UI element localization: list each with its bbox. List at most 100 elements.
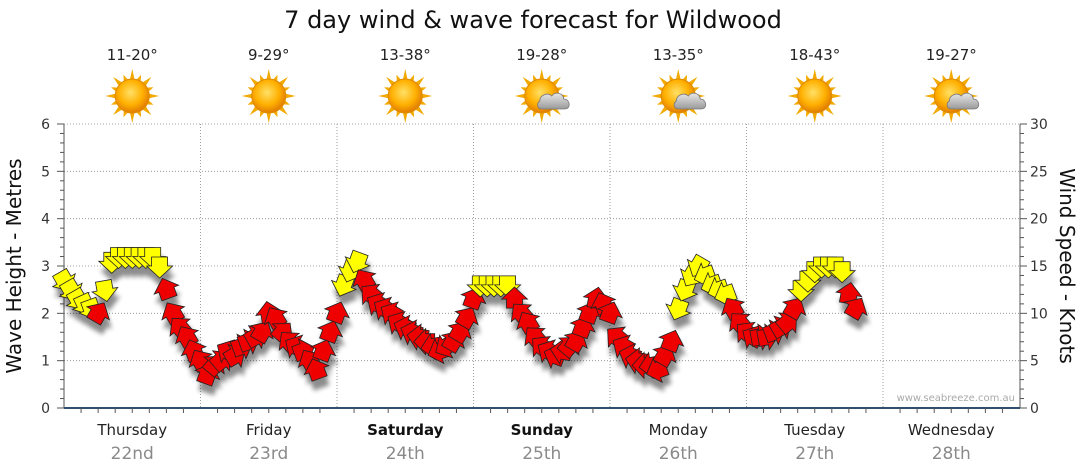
date-label: 22nd: [111, 444, 154, 464]
wind-arrow: [658, 329, 685, 354]
day-label: Saturday: [367, 421, 444, 439]
temperature-range: 18-43°: [789, 46, 840, 64]
sun-cloud-icon: [924, 69, 980, 123]
axes: 0 1 2 3 4 5 6 0 5 10 15 20 25 30 Thursday 22nd Friday 23r…: [41, 117, 1048, 464]
day-label: Sunday: [511, 421, 574, 439]
day-label: Thursday: [96, 421, 167, 439]
sun-icon: [105, 69, 160, 123]
sun-disc: [251, 78, 287, 114]
date-label: 24th: [386, 444, 425, 464]
sun-ray: [266, 111, 272, 123]
cloud-shape: [673, 92, 707, 110]
wind-arrow: [145, 256, 174, 279]
y-left-tick-label: 1: [41, 354, 50, 370]
sun-ray: [402, 111, 408, 123]
sun-ray: [421, 93, 433, 99]
temperature-range: 19-28°: [516, 46, 567, 64]
sun-ray: [924, 93, 936, 99]
sun-icon: [378, 69, 433, 123]
wind-arrow: [309, 339, 337, 363]
date-label: 26th: [659, 444, 698, 464]
date-label: 28th: [932, 444, 971, 464]
sun-ray: [148, 93, 160, 99]
y-left-tick-label: 5: [41, 164, 50, 180]
credit-text: www.seabreeze.com.au: [897, 393, 1015, 404]
sun-icon: [787, 69, 842, 123]
sun-disc: [387, 78, 423, 114]
sun-cloud-icon: [514, 69, 570, 123]
chart-title: 7 day wind & wave forecast for Wildwood: [284, 6, 782, 34]
sun-ray: [284, 93, 296, 99]
sun-ray: [830, 93, 842, 99]
wind-arrow: [774, 312, 798, 336]
wind-arrow: [828, 261, 857, 284]
wind-arrow: [454, 307, 479, 331]
y-left-tick-label: 4: [41, 212, 50, 228]
wind-arrow: [344, 249, 371, 274]
date-label: 27th: [795, 444, 834, 464]
y-right-tick-label: 0: [1030, 401, 1039, 417]
wind-arrow: [153, 277, 180, 302]
wind-arrow: [249, 321, 274, 345]
sun-icon: [241, 69, 296, 123]
date-label: 25th: [522, 444, 561, 464]
sun-ray: [129, 111, 135, 123]
temperature-range: 19-27°: [926, 46, 977, 64]
temperature-range: 9-29°: [248, 46, 290, 64]
sun-ray: [812, 69, 818, 81]
sun-ray: [675, 69, 681, 81]
sun-ray: [241, 93, 253, 99]
wind-arrow: [596, 301, 624, 326]
day-label: Tuesday: [783, 421, 845, 439]
sun-ray: [787, 93, 799, 99]
wind-arrow: [781, 297, 807, 321]
sun-ray: [266, 69, 272, 81]
sun-ray: [105, 93, 117, 99]
sun-ray: [651, 93, 663, 99]
day-label: Wednesday: [908, 421, 995, 439]
sun-ray: [539, 111, 545, 123]
y-axis-left-label: Wave Height - Metres: [2, 158, 26, 373]
wind-arrow: [91, 278, 119, 303]
day-label: Monday: [649, 421, 708, 439]
sun-ray: [378, 93, 390, 99]
wind-arrow: [303, 358, 330, 382]
sun-ray: [129, 69, 135, 81]
y-right-tick-label: 30: [1030, 117, 1048, 133]
y-right-tick-label: 15: [1030, 259, 1048, 275]
sun-ray: [812, 111, 818, 123]
date-label: 23rd: [249, 444, 288, 464]
wind-arrow: [493, 275, 522, 298]
y-right-tick-label: 20: [1030, 212, 1048, 228]
wind-arrow: [85, 302, 111, 326]
y-left-tick-label: 6: [41, 117, 50, 133]
daily-weather-header: 11-20° 9-29° 13-38° 19-28° 13-35° 18-43° 19-27…: [105, 46, 980, 123]
cloud-shape: [946, 92, 980, 110]
day-label: Friday: [246, 421, 292, 439]
temperature-range: 13-38°: [380, 46, 431, 64]
y-left-tick-label: 0: [41, 401, 50, 417]
y-axis-right-label: Wind Speed - Knots: [1055, 168, 1079, 364]
sun-cloud-icon: [651, 69, 707, 123]
sun-ray: [948, 111, 954, 123]
sun-ray: [402, 69, 408, 81]
wind-arrow: [843, 297, 868, 321]
sun-ray: [675, 111, 681, 123]
wind-arrow-series: [51, 247, 868, 387]
sun-ray: [539, 69, 545, 81]
temperature-range: 11-20°: [107, 46, 158, 64]
y-right-tick-label: 10: [1030, 306, 1048, 322]
wind-arrow: [316, 320, 344, 345]
wind-arrow: [323, 301, 351, 326]
y-left-tick-label: 3: [41, 259, 50, 275]
y-right-tick-label: 25: [1030, 164, 1048, 180]
sun-ray: [514, 93, 526, 99]
y-left-tick-label: 2: [41, 306, 50, 322]
sun-ray: [948, 69, 954, 81]
wind-arrow: [665, 296, 692, 321]
temperature-range: 13-35°: [653, 46, 704, 64]
sun-disc: [114, 78, 150, 114]
sun-disc: [797, 78, 833, 114]
y-right-tick-label: 5: [1030, 354, 1039, 370]
